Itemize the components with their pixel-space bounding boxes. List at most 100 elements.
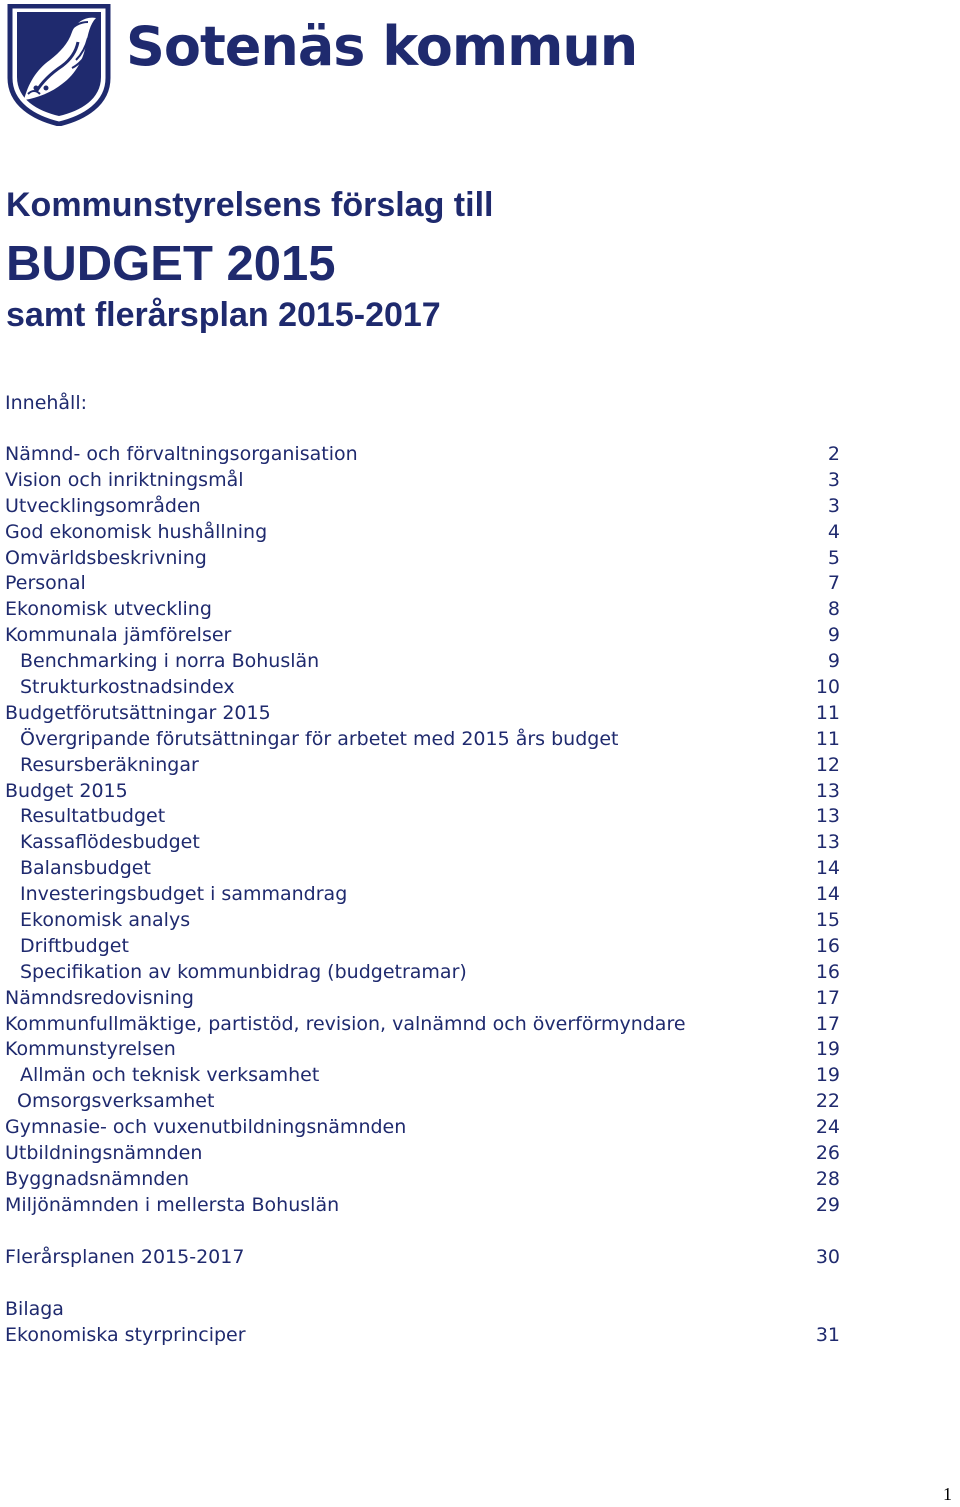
toc-entry-label: Omsorgsverksamhet [17,1090,215,1113]
toc-entry-page: 22 [815,1090,840,1113]
toc-subentry[interactable]: Resultatbudget 13 [0,804,960,830]
toc-subentry[interactable]: Resursberäkningar 12 [0,753,960,779]
toc-entry-label: Övergripande förutsättningar för arbetet… [20,727,619,750]
toc-entry-page: 26 [815,1142,840,1165]
toc-entry-page: 11 [815,701,840,724]
toc-entry[interactable]: Kommunstyrelsen 19 [0,1037,960,1063]
toc-subentry[interactable]: Investeringsbudget i sammandrag 14 [0,882,960,908]
toc-subentry[interactable]: Specifikation av kommunbidrag (budgetram… [0,960,960,986]
toc-entry-page: 4 [827,520,840,543]
municipal-shield-logo [6,3,112,131]
toc-entry-page: 19 [815,1064,840,1087]
toc-entry-label: Resultatbudget [20,805,166,828]
toc-heading: Innehåll: [5,392,88,414]
toc-entry-label: Vision och inriktningsmål [5,468,244,491]
toc-entry-page: 17 [815,986,840,1009]
toc-entry-label: Allmän och teknisk verksamhet [20,1064,320,1087]
toc-entry-page: 2 [827,443,840,465]
toc-entry[interactable]: Ekonomisk utveckling 8 [0,597,960,623]
toc-entry-label: Miljönämnden i mellersta Bohuslän [5,1193,340,1216]
toc-entry[interactable]: Nämndsredovisning 17 [0,986,960,1012]
toc-entry-label: Kommunala jämförelser [5,624,232,647]
toc-subentry[interactable]: Kassaflödesbudget 13 [0,830,960,856]
toc-subentry[interactable]: Omsorgsverksamhet 22 [0,1089,960,1115]
toc-entry-page: 8 [827,598,840,621]
document-title-line1: Kommunstyrelsens förslag till [6,186,494,224]
toc-entry[interactable]: Ekonomiska styrprinciper 31 [0,1323,960,1349]
toc-entry[interactable]: God ekonomisk hushållning 4 [0,520,960,546]
toc-subentry[interactable]: Balansbudget 14 [0,856,960,882]
toc-entry-page: 11 [815,727,840,750]
toc-entry-page: 5 [827,546,840,569]
toc-entry-label: Budgetförutsättningar 2015 [5,701,271,724]
toc-entry-page: 16 [815,934,840,957]
toc-subentry[interactable]: Benchmarking i norra Bohuslän 9 [0,649,960,675]
toc-entry-label: Omvärldsbeskrivning [5,546,207,569]
toc-entry-label: Gymnasie- och vuxenutbildningsnämnden [5,1116,407,1139]
toc-entry[interactable]: Budget 2015 13 [0,779,960,805]
toc-entry[interactable]: Kommunfullmäktige, partistöd, revision, … [0,1012,960,1038]
toc-entry-page: 29 [815,1193,840,1216]
toc-entry-label: Budget 2015 [5,779,128,802]
toc-entry[interactable]: Budgetförutsättningar 2015 11 [0,701,960,727]
toc-entry-page: 13 [815,831,840,854]
toc-entry-page: 28 [815,1167,840,1190]
page-number: 1 [943,1484,952,1504]
toc-entry-page: 14 [815,857,840,880]
toc-entry[interactable]: Personal 7 [0,571,960,597]
toc-entry-label: Nämnd- och förvaltningsorganisation [5,443,358,465]
toc-entry-page: 14 [815,883,840,906]
toc-entry-page: 12 [815,753,840,776]
toc-entry-label: Nämndsredovisning [5,986,194,1009]
toc-entry[interactable]: Utvecklingsområden 3 [0,494,960,520]
toc-entry[interactable]: Gymnasie- och vuxenutbildningsnämnden 24 [0,1115,960,1141]
toc-entry-label: Balansbudget [20,857,151,880]
toc-subentry[interactable]: Ekonomisk analys 15 [0,908,960,934]
toc-entry-label: Ekonomisk utveckling [5,598,212,621]
toc-entry-label: Benchmarking i norra Bohuslän [20,650,320,673]
toc-entry-label: Utvecklingsområden [5,494,201,517]
toc-entry-label: Utbildningsnämnden [5,1142,203,1165]
document-title-main: BUDGET 2015 [6,237,336,291]
toc-entry-page: 17 [815,1012,840,1035]
toc-entry[interactable]: Omvärldsbeskrivning 5 [0,546,960,572]
toc-entry-page: 9 [827,624,840,647]
toc-entry-page: 13 [815,805,840,828]
toc-entry-label: Bilaga [5,1297,64,1320]
toc-entry-page: 9 [827,650,840,673]
toc-entry-label: Ekonomiska styrprinciper [5,1323,246,1346]
toc-entry-label: Resursberäkningar [20,753,199,776]
toc-subentry[interactable]: Driftbudget 16 [0,934,960,960]
toc-entry-page: 7 [827,572,840,595]
toc-entry[interactable]: Flerårsplanen 2015-2017 30 [0,1245,960,1271]
toc-entry-label: Investeringsbudget i sammandrag [20,883,348,906]
toc-entry-label: Ekonomisk analys [20,909,191,932]
toc-entry[interactable]: Byggnadsnämnden 28 [0,1167,960,1193]
toc-entry-page: 19 [815,1038,840,1061]
toc-subentry[interactable]: Strukturkostnadsindex 10 [0,675,960,701]
toc-subentry[interactable]: Övergripande förutsättningar för arbetet… [0,727,960,753]
toc-entry[interactable]: Kommunala jämförelser 9 [0,623,960,649]
toc-entry-page: 30 [815,1245,840,1268]
toc-entry[interactable]: Nämnd- och förvaltningsorganisation 2 [0,442,960,468]
toc-entry-page: 13 [815,779,840,802]
toc-entry-label: Driftbudget [20,934,129,957]
toc-entry[interactable]: Miljönämnden i mellersta Bohuslän 29 [0,1193,960,1219]
toc-entry-page: 10 [815,676,840,699]
toc-entry-label: Specifikation av kommunbidrag (budgetram… [20,960,467,983]
toc-entry-label: Flerårsplanen 2015-2017 [5,1245,245,1268]
toc-subentry[interactable]: Allmän och teknisk verksamhet 19 [0,1063,960,1089]
toc-entry-page: 3 [827,468,840,491]
toc-entry[interactable]: Vision och inriktningsmål 3 [0,468,960,494]
toc-entry-label: Kassaflödesbudget [20,831,200,854]
toc-entry-label: Kommunstyrelsen [5,1038,176,1061]
toc-entry-page: 15 [815,909,840,932]
toc-entry-label: Byggnadsnämnden [5,1167,190,1190]
toc-entry-label: Kommunfullmäktige, partistöd, revision, … [5,1012,686,1035]
toc-entry-page: 31 [815,1323,840,1346]
document-subtitle: samt flerårsplan 2015-2017 [6,296,441,334]
table-of-contents: Nämnd- och förvaltningsorganisation 2 Vis… [0,442,960,1348]
toc-entry-label: Strukturkostnadsindex [20,676,235,699]
toc-entry[interactable]: Utbildningsnämnden 26 [0,1141,960,1167]
toc-entry-page: 16 [815,960,840,983]
